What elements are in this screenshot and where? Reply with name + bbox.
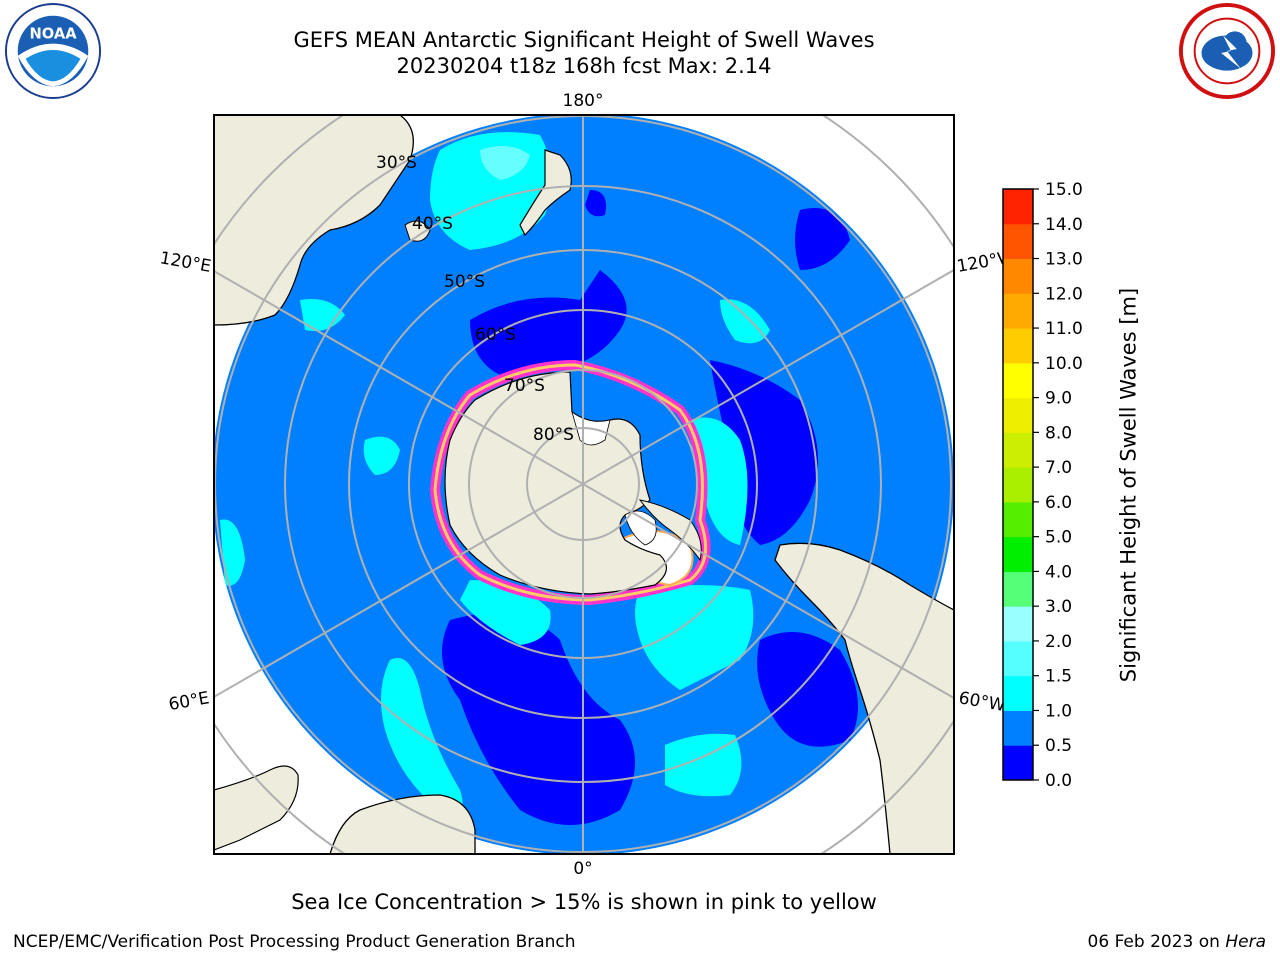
lat-label-50s: 50°S bbox=[444, 272, 485, 292]
land-madagascar bbox=[214, 765, 299, 851]
land-new-zealand bbox=[519, 149, 572, 237]
land-antarctic-peninsula bbox=[638, 499, 702, 562]
colorbar-tick-label: 14.0 bbox=[1045, 215, 1083, 235]
colorbar-tick-label: 0.5 bbox=[1045, 736, 1072, 756]
lat-label-60s: 60°S bbox=[475, 325, 516, 345]
colorbar-segment bbox=[1003, 536, 1033, 572]
colorbar-tick-label: 7.0 bbox=[1045, 458, 1072, 478]
colorbar-border bbox=[1002, 188, 1034, 781]
mid-swell-patch bbox=[480, 146, 530, 180]
lat-label-40s: 40°S bbox=[412, 214, 453, 234]
low-swell-patch bbox=[585, 190, 606, 217]
colorbar-segment bbox=[1003, 710, 1033, 746]
lon-label-180: 180° bbox=[563, 91, 604, 111]
mid-swell-patch bbox=[363, 436, 400, 475]
colorbar-tick-label: 13.0 bbox=[1045, 250, 1083, 270]
nws-logo-icon bbox=[1178, 2, 1276, 100]
colorbar: 0.0 0.5 1.0 1.5 2.0 3.0 4.0 5.0 6.0 7.0 8.0 9.0 10.0… bbox=[1002, 180, 1083, 791]
colorbar-segment bbox=[1003, 745, 1033, 781]
lat-label-30s: 30°S bbox=[376, 153, 417, 173]
noaa-logo-icon: NOAA bbox=[4, 2, 102, 100]
colorbar-segment bbox=[1003, 606, 1033, 642]
colorbar-segment bbox=[1003, 432, 1033, 468]
colorbar-tick-label: 4.0 bbox=[1045, 562, 1072, 582]
colorbar-segment bbox=[1003, 258, 1033, 294]
footer-system: Hera bbox=[1225, 932, 1266, 952]
colorbar-tick-label: 12.0 bbox=[1045, 284, 1083, 304]
mid-swell-patch bbox=[690, 417, 748, 545]
map-border bbox=[213, 114, 955, 855]
colorbar-segment bbox=[1003, 223, 1033, 260]
lon-label-120e: 120°E bbox=[158, 248, 212, 277]
lon-label-60w: 60°W bbox=[957, 688, 1007, 716]
colorbar-segment bbox=[1003, 571, 1033, 607]
colorbar-tick-label: 1.0 bbox=[1045, 701, 1072, 721]
weddell-ice-shelf bbox=[624, 510, 657, 546]
footer-date-text: 06 Feb 2023 on bbox=[1087, 932, 1226, 952]
lon-label-0: 0° bbox=[573, 859, 592, 879]
mid-swell-patch bbox=[665, 733, 742, 797]
low-swell-patch bbox=[757, 632, 858, 747]
mid-swell-patch bbox=[220, 519, 245, 586]
colorbar-segment bbox=[1003, 362, 1033, 399]
colorbar-segment bbox=[1003, 397, 1033, 433]
sea-ice-caption: Sea Ice Concentration > 15% is shown in … bbox=[291, 890, 877, 914]
colorbar-tick-label: 8.0 bbox=[1045, 423, 1072, 443]
colorbar-tick-label: 0.0 bbox=[1045, 771, 1072, 791]
colorbar-segment bbox=[1003, 293, 1033, 329]
mid-swell-patch bbox=[720, 299, 770, 344]
noaa-logo-text: NOAA bbox=[29, 25, 77, 42]
colorbar-tick-label: 5.0 bbox=[1045, 528, 1072, 548]
lat-label-70s: 70°S bbox=[504, 376, 545, 396]
colorbar-tick-label: 3.0 bbox=[1045, 597, 1072, 617]
land-tasmania bbox=[404, 220, 431, 242]
colorbar-label: Significant Height of Swell Waves [m] bbox=[1116, 287, 1141, 683]
lat-label-80s: 80°S bbox=[533, 425, 574, 445]
mid-swell-patch bbox=[300, 299, 345, 331]
colorbar-tick-label: 1.5 bbox=[1045, 667, 1072, 687]
colorbar-segment bbox=[1003, 501, 1033, 538]
colorbar-tick-label: 6.0 bbox=[1045, 493, 1072, 513]
colorbar-segment bbox=[1003, 328, 1033, 364]
colorbar-segment bbox=[1003, 189, 1033, 225]
colorbar-tick-label: 15.0 bbox=[1045, 180, 1083, 200]
footer-credit: NCEP/EMC/Verification Post Processing Pr… bbox=[13, 932, 576, 952]
colorbar-tick-label: 11.0 bbox=[1045, 319, 1083, 339]
colorbar-tick-label: 10.0 bbox=[1045, 354, 1083, 374]
title-line-1: GEFS MEAN Antarctic Significant Height o… bbox=[293, 28, 875, 52]
land-africa bbox=[329, 794, 476, 854]
colorbar-segment bbox=[1003, 675, 1033, 711]
title-line-2: 20230204 t18z 168h fcst Max: 2.14 bbox=[396, 54, 772, 78]
low-swell-patch bbox=[795, 208, 850, 270]
lon-label-60e: 60°E bbox=[167, 688, 211, 715]
colorbar-segment bbox=[1003, 640, 1033, 677]
low-swell-patch bbox=[442, 613, 635, 825]
low-swell-patch bbox=[470, 270, 627, 375]
mid-swell-patch bbox=[635, 585, 754, 690]
colorbar-tick-label: 9.0 bbox=[1045, 389, 1072, 409]
footer-date: 06 Feb 2023 on Hera bbox=[1088, 932, 1266, 952]
colorbar-tick-label: 2.0 bbox=[1045, 632, 1072, 652]
colorbar-segment bbox=[1003, 467, 1033, 503]
